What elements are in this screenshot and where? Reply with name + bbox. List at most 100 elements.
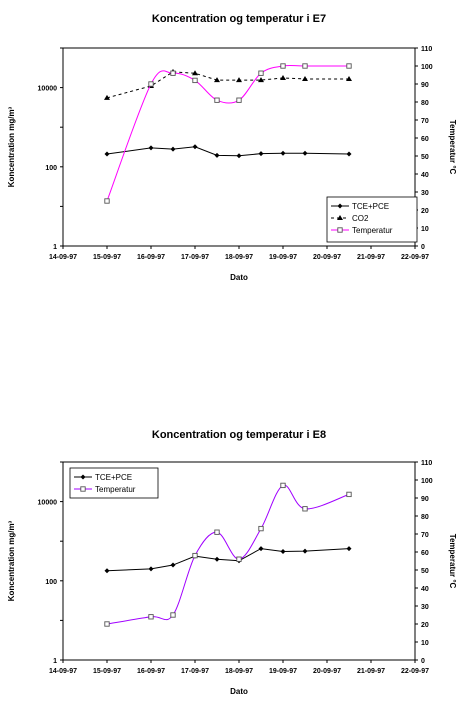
x-tick-label: 16-09-97 <box>137 668 165 675</box>
x-tick-label: 16-09-97 <box>137 254 165 261</box>
series-line-0 <box>106 146 350 157</box>
x-axis-label: Dato <box>230 687 248 696</box>
data-point <box>302 150 308 156</box>
y2-tick-label: 10 <box>421 226 429 233</box>
data-point <box>192 70 198 76</box>
data-point <box>346 63 352 69</box>
x-tick-label: 19-09-97 <box>269 668 297 675</box>
data-point <box>236 97 242 103</box>
legend-label: Temperatur <box>352 226 393 235</box>
y2-tick-label: 30 <box>421 604 429 611</box>
chart-title: Koncentration og temperatur i E7 <box>152 13 326 25</box>
data-point <box>148 614 154 620</box>
x-tick-label: 15-09-97 <box>93 668 121 675</box>
series-line-2 <box>106 64 349 202</box>
series-line-1 <box>106 484 350 625</box>
data-point <box>337 227 343 233</box>
y2-tick-label: 90 <box>421 496 429 503</box>
data-point <box>80 486 86 492</box>
y2-tick-label: 60 <box>421 136 429 143</box>
data-point <box>302 548 308 554</box>
x-tick-label: 19-09-97 <box>269 254 297 261</box>
y2-tick-label: 70 <box>421 532 429 539</box>
y2-tick-label: 40 <box>421 172 429 179</box>
data-point <box>236 77 242 83</box>
data-point <box>258 525 264 532</box>
legend-label: TCE+PCE <box>352 202 389 211</box>
data-point <box>104 621 110 627</box>
y2-tick-label: 110 <box>421 460 432 467</box>
x-tick-label: 17-09-97 <box>181 668 209 675</box>
data-point <box>148 81 154 87</box>
data-point <box>337 215 343 220</box>
x-tick-label: 14-09-97 <box>49 254 77 261</box>
legend-box <box>69 467 159 499</box>
y-tick-label: 10000 <box>38 86 58 93</box>
y-axis-label: Koncentration mg/m³ <box>7 106 16 187</box>
data-point <box>148 566 154 572</box>
legend-label: TCE+PCE <box>95 473 132 482</box>
data-point <box>302 75 308 81</box>
x-tick-label: 22-09-97 <box>401 254 429 261</box>
x-tick-label: 20-09-97 <box>313 668 341 675</box>
y2-tick-label: 50 <box>421 568 429 575</box>
data-point <box>80 474 86 480</box>
legend-label: Temperatur <box>95 485 136 494</box>
x-tick-label: 17-09-97 <box>181 254 209 261</box>
x-tick-label: 21-09-97 <box>357 254 385 261</box>
y2-axis-label: Temperatur °C <box>448 534 457 589</box>
data-point <box>214 556 220 562</box>
data-point <box>346 546 352 552</box>
y2-tick-label: 90 <box>421 82 429 89</box>
y2-tick-label: 80 <box>421 514 429 521</box>
data-point <box>236 556 242 562</box>
y-tick-label: 1 <box>53 658 57 665</box>
y2-tick-label: 0 <box>421 658 425 665</box>
data-point <box>346 75 352 81</box>
data-point <box>170 70 176 76</box>
y2-tick-label: 20 <box>421 208 429 215</box>
y-tick-label: 100 <box>45 165 57 172</box>
series-line-1 <box>106 71 349 99</box>
y2-tick-label: 0 <box>421 244 425 251</box>
data-point <box>280 548 286 554</box>
x-tick-label: 15-09-97 <box>93 254 121 261</box>
data-point <box>280 74 286 80</box>
y2-tick-label: 80 <box>421 100 429 107</box>
data-point <box>258 70 264 76</box>
y2-tick-label: 50 <box>421 154 429 161</box>
data-point <box>104 198 110 204</box>
data-point <box>258 151 264 157</box>
x-tick-label: 21-09-97 <box>357 668 385 675</box>
legend-label: CO2 <box>352 214 369 223</box>
data-point <box>258 77 264 83</box>
y2-tick-label: 110 <box>421 46 432 53</box>
y2-tick-label: 100 <box>421 64 433 71</box>
y2-tick-label: 70 <box>421 118 429 125</box>
data-point <box>302 506 308 512</box>
x-tick-label: 22-09-97 <box>401 668 429 675</box>
y2-axis-label: Temperatur °C <box>448 120 457 175</box>
data-point <box>280 63 286 69</box>
y-tick-label: 100 <box>45 579 57 586</box>
data-point <box>280 482 286 489</box>
data-point <box>236 153 242 159</box>
data-point <box>192 77 198 84</box>
x-axis-label: Dato <box>230 273 248 282</box>
data-point <box>214 77 220 83</box>
data-point <box>302 63 308 69</box>
y2-tick-label: 100 <box>421 478 433 485</box>
x-tick-label: 18-09-97 <box>225 254 253 261</box>
data-point <box>192 552 198 559</box>
series-line-0 <box>106 548 350 572</box>
x-tick-label: 18-09-97 <box>225 668 253 675</box>
data-point <box>258 546 264 552</box>
data-point <box>280 150 286 156</box>
data-point <box>337 203 343 209</box>
y-tick-label: 10000 <box>38 500 58 507</box>
y2-tick-label: 10 <box>421 640 429 647</box>
x-tick-label: 14-09-97 <box>49 668 77 675</box>
chart-title: Koncentration og temperatur i E8 <box>152 429 326 441</box>
data-point <box>192 144 198 150</box>
data-point <box>170 612 176 618</box>
